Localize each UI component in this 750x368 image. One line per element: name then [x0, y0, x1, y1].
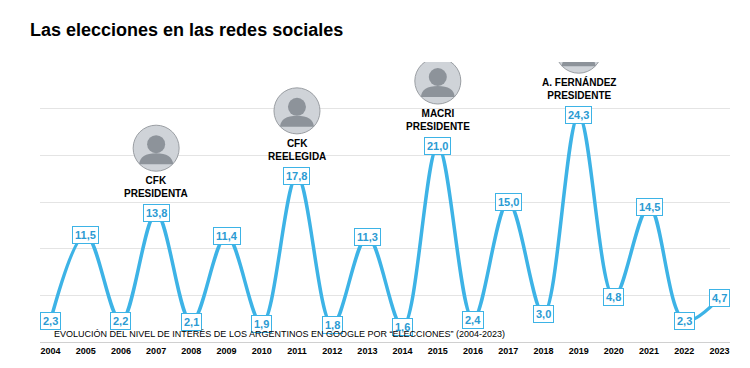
svg-text:2,3: 2,3: [43, 315, 58, 327]
svg-text:14,5: 14,5: [639, 201, 660, 213]
svg-text:2004: 2004: [40, 346, 60, 356]
svg-text:2005: 2005: [76, 346, 96, 356]
svg-text:CFKREELEGIDA: CFKREELEGIDA: [268, 138, 326, 162]
svg-text:2006: 2006: [111, 346, 131, 356]
svg-text:CFKPRESIDENTA: CFKPRESIDENTA: [124, 175, 188, 199]
svg-text:EVOLUCIÓN DEL NIVEL DE INTERÉS: EVOLUCIÓN DEL NIVEL DE INTERÉS DE LOS AR…: [54, 329, 505, 339]
svg-text:2008: 2008: [181, 346, 201, 356]
svg-text:2020: 2020: [604, 346, 624, 356]
svg-text:2016: 2016: [463, 346, 483, 356]
svg-text:11,3: 11,3: [357, 231, 378, 243]
svg-text:2015: 2015: [428, 346, 448, 356]
svg-text:2013: 2013: [357, 346, 377, 356]
svg-text:2007: 2007: [146, 346, 166, 356]
svg-text:1,6: 1,6: [395, 321, 410, 333]
svg-text:11,4: 11,4: [216, 230, 238, 242]
svg-text:2011: 2011: [287, 346, 307, 356]
svg-text:2,3: 2,3: [677, 315, 692, 327]
svg-text:24,3: 24,3: [568, 109, 589, 121]
svg-text:2,2: 2,2: [113, 315, 128, 327]
svg-text:2,1: 2,1: [184, 316, 199, 328]
svg-text:11,5: 11,5: [75, 229, 96, 241]
svg-text:2009: 2009: [217, 346, 237, 356]
svg-text:2010: 2010: [252, 346, 272, 356]
svg-text:2017: 2017: [498, 346, 518, 356]
svg-text:A. FERNÁNDEZPRESIDENTE: A. FERNÁNDEZPRESIDENTE: [542, 76, 616, 101]
svg-text:4,7: 4,7: [712, 292, 727, 304]
svg-text:2019: 2019: [569, 346, 589, 356]
svg-text:2018: 2018: [533, 346, 553, 356]
svg-text:1,8: 1,8: [325, 319, 340, 331]
svg-text:1,9: 1,9: [254, 318, 269, 330]
svg-text:2023: 2023: [709, 346, 729, 356]
svg-text:2022: 2022: [674, 346, 694, 356]
svg-text:2,4: 2,4: [465, 314, 481, 326]
svg-text:2014: 2014: [393, 346, 413, 356]
svg-text:MACRIPRESIDENTE: MACRIPRESIDENTE: [406, 108, 470, 132]
svg-text:15,0: 15,0: [498, 196, 519, 208]
svg-text:17,8: 17,8: [286, 170, 307, 182]
svg-text:3,0: 3,0: [536, 308, 551, 320]
svg-text:2012: 2012: [322, 346, 342, 356]
svg-text:4,8: 4,8: [606, 291, 621, 303]
svg-text:Las elecciones en las redes so: Las elecciones en las redes sociales: [30, 20, 343, 40]
svg-text:21,0: 21,0: [427, 140, 448, 152]
svg-text:13,8: 13,8: [146, 207, 167, 219]
svg-text:2021: 2021: [639, 346, 659, 356]
